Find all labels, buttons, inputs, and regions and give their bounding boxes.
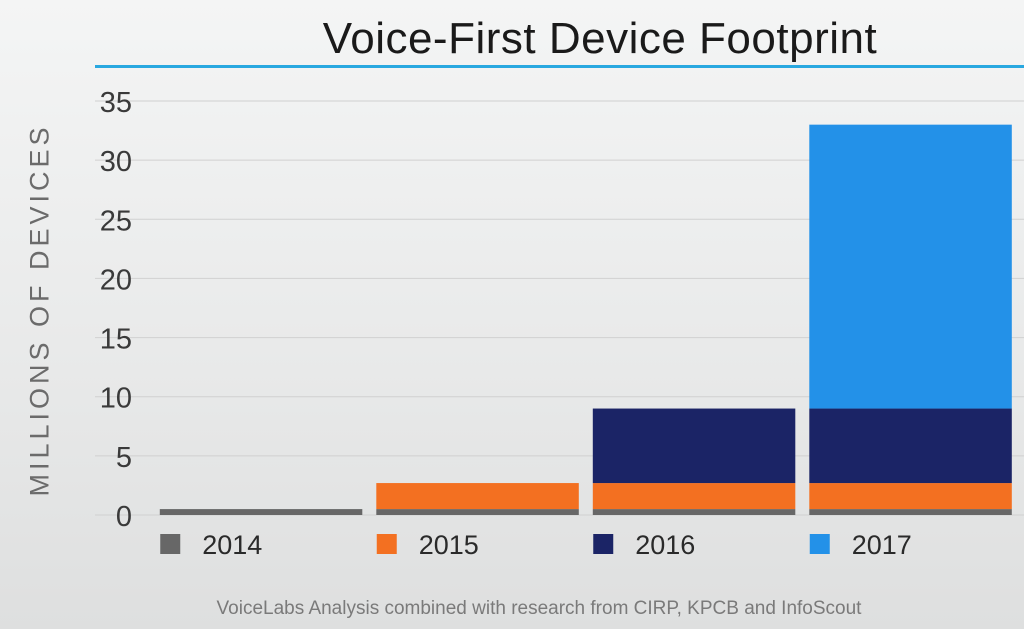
legend-label-2016: 2016	[635, 530, 695, 560]
y-tick-label: 15	[100, 324, 132, 356]
bar-segment-2015-2016	[592, 483, 796, 510]
legend-label-2014: 2014	[202, 530, 262, 560]
y-tick-label: 30	[100, 146, 132, 178]
bar-segment-2014-2015	[376, 509, 579, 515]
chart-title: Voice-First Device Footprint	[0, 14, 1024, 64]
legend-swatch-2014	[160, 534, 181, 554]
source-footer: VoiceLabs Analysis combined with researc…	[0, 598, 1024, 620]
bar-segment-2015-2015	[376, 483, 579, 510]
bar-segment-2014-2016	[592, 509, 796, 515]
y-tick-label: 0	[116, 501, 132, 533]
bar-segment-2016-2017	[809, 408, 1012, 484]
y-tick-label: 35	[100, 87, 132, 119]
legend-label-2017: 2017	[852, 530, 912, 560]
y-tick-label: 5	[116, 442, 132, 474]
bar-segment-2015-2017	[809, 483, 1012, 510]
bar-segment-2017-2017	[809, 124, 1012, 409]
bar-segment-2014-2017	[809, 509, 1012, 515]
legend-swatch-2016	[593, 534, 614, 554]
y-tick-label: 10	[100, 383, 132, 415]
legend-swatch-2017	[809, 534, 830, 554]
y-tick-label: 20	[100, 264, 132, 296]
chart-title-text: Voice-First Device Footprint	[322, 14, 878, 63]
legend-label-2015: 2015	[419, 530, 479, 560]
y-tick-label: 25	[100, 205, 132, 237]
bar-segment-2014-2014	[159, 509, 363, 515]
title-underline	[95, 65, 1024, 68]
source-footer-text: VoiceLabs Analysis combined with researc…	[216, 598, 862, 619]
bar-segment-2016-2016	[592, 408, 796, 484]
legend-swatch-2015	[376, 534, 397, 554]
